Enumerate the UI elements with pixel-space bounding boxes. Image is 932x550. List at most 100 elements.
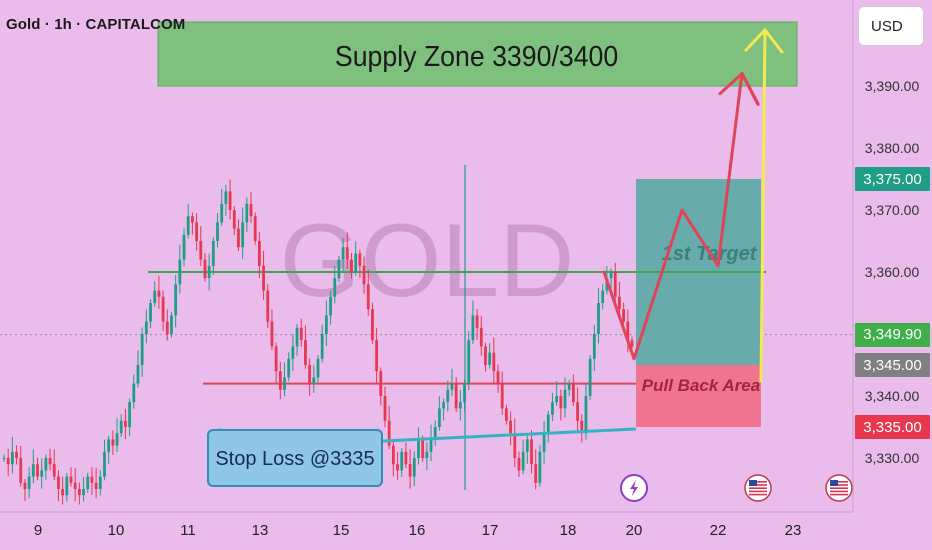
candle-body — [111, 439, 115, 446]
candle-body — [525, 439, 529, 452]
us-flag-icon — [744, 474, 772, 502]
candle-body — [128, 402, 131, 427]
candle-body — [36, 464, 39, 477]
candle-body — [433, 427, 437, 440]
candle-body — [597, 303, 600, 334]
candle-body — [157, 290, 161, 297]
candle-body — [387, 420, 391, 446]
candle-body — [10, 451, 14, 465]
candle-body — [467, 340, 471, 384]
candle-body — [136, 365, 140, 384]
currency-button[interactable]: USD — [858, 6, 924, 46]
candle-body — [513, 433, 517, 458]
candle-body — [308, 365, 312, 384]
candle-body — [454, 383, 458, 409]
price-badge: 3,345.00 — [855, 353, 930, 377]
candle-body — [216, 222, 219, 241]
x-tick-label: 20 — [626, 522, 643, 539]
candle-body — [630, 340, 634, 347]
candle-body — [408, 464, 412, 477]
candle-body — [73, 482, 77, 489]
candle-body — [287, 358, 291, 378]
candle-body — [291, 346, 295, 359]
candle-body — [237, 228, 240, 248]
candle-body — [496, 371, 500, 384]
candle-body — [542, 433, 546, 452]
candle-body — [358, 253, 362, 266]
x-tick-label: 11 — [180, 522, 196, 539]
candle-body — [69, 476, 73, 483]
x-tick-label: 15 — [333, 522, 350, 539]
x-tick-label: 23 — [785, 522, 802, 539]
candle-body — [220, 203, 224, 223]
candle-body — [86, 476, 90, 489]
candle-body — [324, 315, 328, 334]
candle-body — [27, 476, 31, 489]
candle-body — [345, 247, 349, 260]
candle-body — [199, 241, 203, 260]
candle-body — [450, 383, 454, 390]
candle-body — [48, 458, 52, 465]
candle-body — [412, 458, 416, 477]
lightning-icon — [620, 474, 648, 502]
candle-body — [500, 383, 504, 409]
candle-body — [119, 420, 123, 434]
supply-zone-label: Supply Zone 3390/3400 — [335, 40, 618, 72]
candle-body — [19, 458, 23, 483]
candle-body — [61, 489, 65, 496]
candle-body — [505, 408, 508, 421]
candle-body — [546, 414, 550, 434]
watermark-text: GOLD — [280, 203, 575, 319]
candle-body — [438, 408, 441, 427]
candle-body — [31, 464, 35, 477]
price-badge: 3,335.00 — [855, 415, 930, 439]
x-tick-label: 22 — [710, 522, 727, 539]
candle-body — [417, 439, 420, 458]
candle-body — [115, 433, 119, 446]
candle-body — [488, 352, 492, 365]
candle-body — [44, 458, 48, 471]
candle-body — [40, 470, 44, 477]
candle-body — [2, 458, 6, 459]
candle-body — [140, 334, 144, 365]
candle-body — [82, 489, 85, 496]
candle-body — [366, 284, 370, 310]
candle-body — [249, 203, 253, 217]
candle-body — [362, 265, 366, 285]
candle-body — [622, 309, 626, 322]
candle-body — [555, 396, 559, 403]
candle-body — [241, 222, 245, 248]
candle-body — [609, 272, 613, 279]
candle-body — [458, 402, 462, 409]
candle-body — [224, 191, 228, 204]
symbol-title: Gold · 1h · CAPITALCOM — [6, 16, 186, 33]
candle-body — [266, 290, 270, 322]
candle-body — [400, 451, 404, 471]
candle-body — [563, 389, 567, 409]
candle-body — [404, 451, 408, 465]
candle-body — [211, 241, 215, 266]
candle-body — [580, 420, 584, 434]
candle-body — [613, 272, 617, 297]
y-tick-label: 3,380.00 — [865, 140, 920, 156]
candles — [2, 179, 634, 505]
candle-body — [530, 439, 533, 465]
candle-body — [295, 327, 299, 347]
candle-body — [551, 402, 554, 415]
stop-loss-connector — [383, 427, 637, 443]
price-badge: 3,349.90 — [855, 322, 930, 347]
candle-body — [207, 265, 211, 279]
candle-body — [153, 290, 157, 303]
projection-arrowhead — [718, 71, 760, 106]
candle-body — [316, 358, 320, 378]
candle-body — [182, 234, 186, 260]
supply-zone-box — [157, 21, 798, 87]
candle-body — [262, 265, 265, 291]
candle-body — [191, 216, 194, 223]
candle-body — [23, 482, 27, 489]
candle-body — [559, 396, 563, 409]
candle-body — [52, 464, 56, 477]
candle-body — [320, 334, 324, 359]
